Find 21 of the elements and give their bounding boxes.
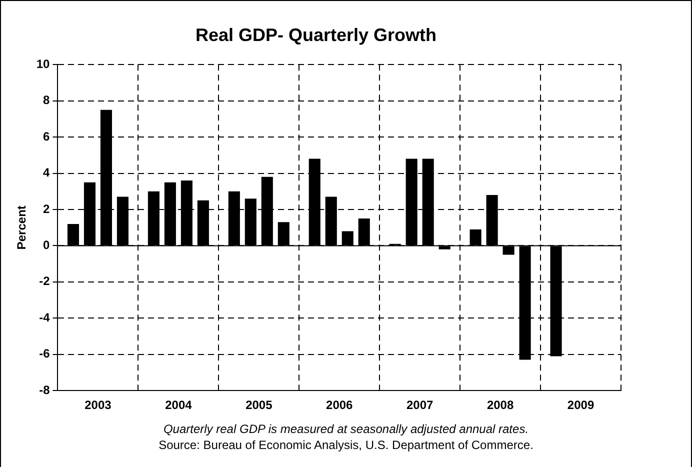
x-tick-label: 2003 <box>84 398 112 412</box>
y-tick-label: -2 <box>39 274 50 288</box>
x-tick-label: 2005 <box>246 398 273 412</box>
y-tick-label: 0 <box>43 238 50 252</box>
x-tick-label: 2009 <box>567 398 594 412</box>
y-tick-label: -8 <box>39 382 50 397</box>
y-tick-label: 10 <box>36 56 50 71</box>
y-tick-label: 6 <box>43 129 50 144</box>
text: Quarterly real GDP is measured at seasonally adjusted annual rates. <box>162 421 530 437</box>
y-tick-label: 8 <box>43 93 50 108</box>
y-tick-label: 2 <box>43 202 50 216</box>
x-tick-label: 2004 <box>165 398 192 412</box>
x-tick-label: 2008 <box>486 398 514 412</box>
y-tick-label: 4 <box>43 166 50 180</box>
x-tick-label: 2007 <box>406 398 434 412</box>
source-note: Source: Bureau of Economic Analysis, U.S. Department of Commerce. <box>158 437 534 453</box>
chart-title: Real GDP- Quarterly Growth <box>195 24 437 45</box>
y-tick-label: -4 <box>39 310 50 324</box>
y-axis-title: Percent <box>14 206 29 250</box>
x-tick-label: 2006 <box>326 398 354 412</box>
y-tick-label: -6 <box>39 346 50 361</box>
